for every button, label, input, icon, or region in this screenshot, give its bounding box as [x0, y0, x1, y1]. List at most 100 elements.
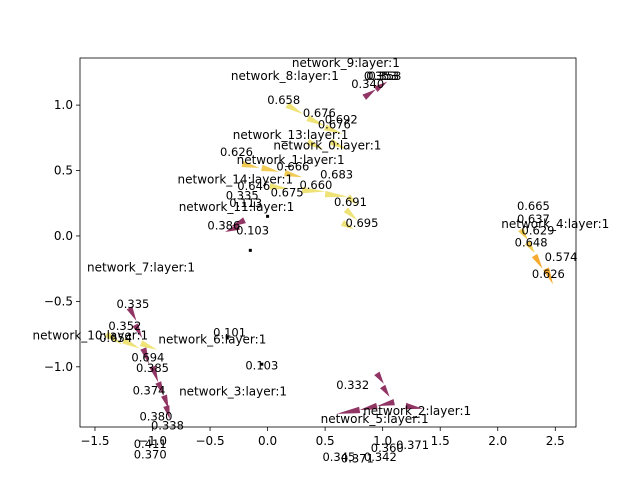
value-label: 0.626 [220, 145, 253, 159]
value-label: 0.370 [134, 447, 167, 461]
node-label: network_8:layer:1 [231, 69, 339, 83]
value-label: 0.666 [276, 160, 309, 174]
value-label: 0.103 [236, 224, 269, 238]
value-label: 0.345 [322, 450, 355, 464]
value-label: 0.646 [237, 179, 270, 193]
arrow-mark [241, 160, 260, 168]
arrow-mark [380, 384, 390, 397]
value-label: 0.660 [299, 178, 332, 192]
value-label: 0.342 [364, 450, 397, 464]
node-label: network_4:layer:1 [501, 217, 609, 231]
arrow-mark [163, 405, 170, 420]
node-label: network_6:layer:1 [158, 332, 266, 346]
value-label: 0.691 [334, 195, 367, 209]
arrow-mark [225, 223, 240, 232]
node-label: network_2:layer:1 [363, 404, 471, 418]
arrow-mark [543, 267, 553, 285]
value-label: 0.371 [341, 451, 374, 465]
arrow-mark [376, 399, 395, 407]
y-tick-label: 0.5 [54, 164, 73, 178]
x-tick-label: 0.5 [316, 434, 335, 448]
value-label: 0.371 [396, 438, 429, 452]
node-label: network_9:layer:1 [292, 56, 400, 70]
arrow-mark [346, 194, 358, 205]
arrow-mark [405, 402, 423, 410]
value-label: 0.654 [99, 331, 132, 345]
x-tick-label: 2.0 [488, 434, 507, 448]
value-label: 0.338 [151, 419, 184, 433]
data-marks [104, 81, 553, 420]
arrow-mark [518, 227, 528, 240]
arrow-mark [122, 337, 140, 349]
value-label: 0.574 [545, 250, 578, 264]
arrow-mark [343, 207, 358, 221]
x-tick-label: 1.5 [431, 434, 450, 448]
x-tick-label: 2.5 [546, 434, 565, 448]
point-marker [248, 248, 252, 252]
value-label: 0.103 [245, 358, 278, 372]
arrow-mark [359, 402, 378, 410]
y-tick-label: −1.0 [44, 360, 73, 374]
arrow-mark [161, 394, 169, 409]
arrow-mark [531, 253, 543, 269]
arrow-mark [139, 340, 158, 350]
value-label: 0.695 [345, 216, 378, 230]
arrow-mark [336, 406, 361, 414]
arrow-mark [374, 371, 384, 384]
arrow-mark [284, 170, 303, 178]
arrow-mark [374, 81, 388, 92]
arrow-mark [261, 164, 280, 172]
y-tick-label: −0.5 [44, 294, 73, 308]
arrow-mark [285, 102, 304, 115]
value-label: 0.352 [108, 319, 141, 333]
node-label: network_5:layer:1 [321, 412, 429, 426]
node-label: network_10:layer:1 [33, 328, 149, 342]
arrow-mark [324, 124, 343, 134]
value-label: 0.658 [267, 93, 300, 107]
node-label: network_1:layer:1 [237, 153, 345, 167]
arrow-mark [132, 323, 143, 338]
value-label: 0.380 [139, 409, 172, 423]
value-label: 0.374 [133, 383, 166, 397]
x-tick-label: 1.0 [373, 434, 392, 448]
arrow-mark [230, 217, 246, 227]
arrow-mark [301, 187, 326, 194]
x-tick-label: 0.0 [258, 434, 277, 448]
value-label: 0.335 [116, 297, 149, 311]
arrow-mark [362, 89, 376, 100]
arrow-mark [269, 183, 290, 190]
value-label: 0.692 [325, 112, 358, 126]
value-label: 0.694 [131, 351, 164, 365]
value-label: 0.353 [368, 69, 401, 83]
x-tick-label: −0.5 [195, 434, 224, 448]
arrow-mark [126, 306, 137, 321]
value-label: 0.676 [318, 118, 351, 132]
arrow-mark [140, 347, 149, 365]
arrow-mark [104, 331, 123, 345]
arrow-mark [306, 138, 324, 150]
arrow-mark [525, 240, 535, 253]
axes-frame [79, 57, 577, 428]
point-marker [266, 214, 270, 218]
arrow-mark [329, 138, 347, 150]
value-label: 0.386 [207, 218, 240, 232]
data-labels: network_9:layer:1network_8:layer:1networ… [33, 56, 610, 465]
value-label: 0.340 [351, 77, 384, 91]
value-label: 0.335 [226, 188, 259, 202]
x-tick-label: −1.5 [80, 434, 109, 448]
value-label: 0.626 [532, 267, 565, 281]
value-label: 0.411 [134, 437, 167, 451]
arrow-mark [149, 365, 159, 383]
x-tick-label: −1.0 [138, 434, 167, 448]
value-label: 0.648 [515, 235, 548, 249]
node-label: network_14:layer:1 [178, 173, 294, 187]
axis-ticks: −1.5 −1.0 −0.5 0.0 0.5 1.0 1.5 2.0 2.5 −1.0 −0.5 0.… [44, 98, 565, 448]
node-label: network_7:layer:1 [87, 260, 195, 274]
value-label: 0.113 [229, 196, 262, 210]
point-marker [225, 336, 229, 340]
value-label: 0.683 [320, 167, 353, 181]
value-label: 0.353 [366, 69, 399, 83]
node-label: network_0:layer:1 [273, 139, 381, 153]
